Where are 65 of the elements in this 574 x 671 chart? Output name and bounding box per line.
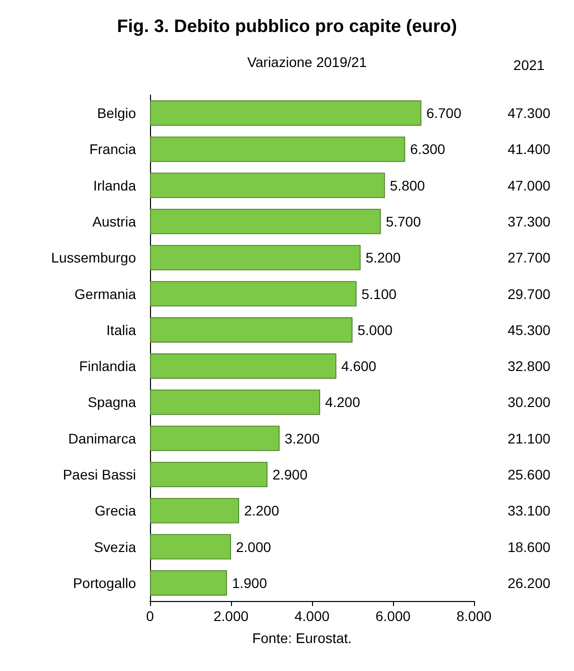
text: 47.000 <box>508 177 551 194</box>
chart-title: Fig. 3. Debito pubblico pro capite (euro) <box>116 16 458 36</box>
data-label: 5.100 <box>362 286 397 302</box>
data-label: 5.000 <box>358 322 393 338</box>
text: 25.600 <box>508 466 551 482</box>
x-tick-label: 0 <box>146 608 154 624</box>
y-tick-label: Paesi Bassi <box>62 466 136 482</box>
y-tick-label: Austria <box>92 214 136 230</box>
bar <box>150 281 357 306</box>
y-tick-label: Irlanda <box>93 177 136 194</box>
data-label: 4.200 <box>325 394 360 410</box>
data-label: 6.300 <box>410 141 446 158</box>
text: 27.700 <box>508 250 551 266</box>
bar <box>150 426 280 452</box>
y-tick-label: Italia <box>106 322 136 338</box>
data-label: 5.800 <box>390 177 426 194</box>
x-tick-label: 6.000 <box>375 608 411 624</box>
bar <box>150 172 385 198</box>
y-tick-label: Finlandia <box>79 358 136 374</box>
data-label: 4.600 <box>341 358 377 374</box>
text: 32.800 <box>508 358 551 374</box>
y-tick-label: Portogallo <box>72 574 136 591</box>
y-tick-label: Francia <box>89 141 136 158</box>
data-label: 6.700 <box>426 105 462 122</box>
text: 2021 <box>513 57 545 73</box>
y-tick-label: Germania <box>74 286 136 302</box>
y-tick-label: Svezia <box>94 538 136 555</box>
text: 30.200 <box>508 394 551 410</box>
data-label: 2.200 <box>244 502 280 519</box>
chart-subtitle: Variazione 2019/21 <box>247 54 368 70</box>
y-tick-label: Spagna <box>88 394 136 410</box>
bar <box>150 244 361 270</box>
y-tick-label: Belgio <box>97 105 136 122</box>
x-tick-label: 4.000 <box>294 608 330 624</box>
bar <box>150 317 352 343</box>
data-label: 5.700 <box>386 214 422 230</box>
text: 21.100 <box>508 430 551 446</box>
bar <box>150 534 231 560</box>
data-label: 2.900 <box>272 466 308 482</box>
y-tick-label: Grecia <box>94 502 136 519</box>
text: 47.300 <box>508 105 551 122</box>
data-label: 1.900 <box>232 574 268 591</box>
y-tick-label: Lussemburgo <box>51 250 136 266</box>
bar <box>150 390 320 415</box>
text: 26.200 <box>508 574 551 591</box>
bar <box>150 208 381 234</box>
y-tick-label: Danimarca <box>68 430 136 446</box>
text: 45.300 <box>508 322 551 338</box>
text: 41.400 <box>508 141 551 158</box>
text: 29.700 <box>508 286 551 302</box>
data-label: 5.200 <box>366 250 401 266</box>
text: 33.100 <box>508 502 551 519</box>
source-note: Fonte: Eurostat. <box>252 630 352 646</box>
data-label: 3.200 <box>284 430 320 446</box>
bar <box>150 462 268 488</box>
bar <box>150 498 240 524</box>
text: 37.300 <box>508 214 551 230</box>
x-tick-label: 8.000 <box>456 608 492 624</box>
bar <box>150 353 336 379</box>
text: 18.600 <box>508 538 551 555</box>
x-tick-label: 2.000 <box>213 608 249 624</box>
data-label: 2.000 <box>236 538 272 555</box>
bar <box>150 570 227 596</box>
bar <box>150 100 422 126</box>
bar <box>150 136 406 162</box>
